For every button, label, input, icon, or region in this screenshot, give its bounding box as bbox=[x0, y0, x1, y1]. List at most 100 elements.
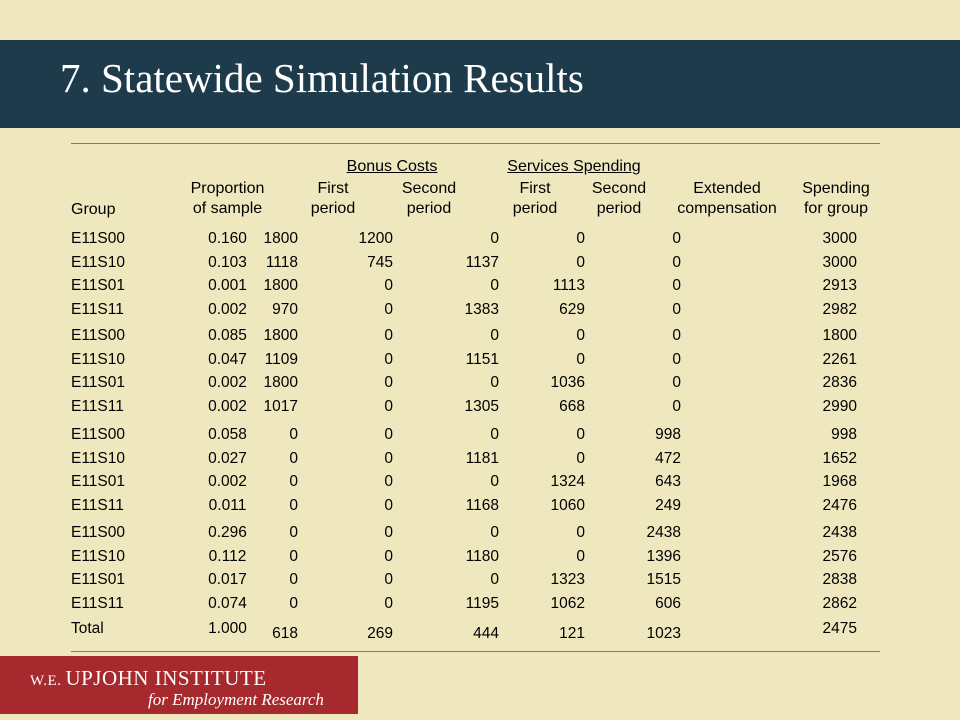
header-spending-for-group: Spending for group bbox=[802, 180, 870, 217]
cell-bonus-second: 0 bbox=[384, 496, 393, 514]
cell-proportion: 0.002 bbox=[208, 300, 247, 318]
header-proportion: Proportion of sample bbox=[190, 180, 265, 217]
cell-extended-compensation: 0 bbox=[672, 374, 681, 391]
cell-services-second: 0 bbox=[576, 449, 585, 467]
cell-spending-for-group: 2261 bbox=[822, 350, 857, 368]
cell-services-second: 0 bbox=[576, 253, 585, 271]
cell-spending-for-group: 3000 bbox=[822, 253, 857, 271]
cell-services-second: 0 bbox=[576, 524, 585, 541]
cell-services-first: 1305 bbox=[464, 397, 499, 415]
cell-group: E11S01 bbox=[71, 473, 126, 490]
cell-extended-compensation: 2438 bbox=[646, 524, 681, 541]
cell-services-first: 0 bbox=[490, 277, 499, 294]
cell-bonus-first: 1800 bbox=[263, 277, 298, 294]
cell-proportion: 0.047 bbox=[208, 350, 247, 368]
cell-group: E11S10 bbox=[71, 350, 126, 368]
cell-group: E11S11 bbox=[71, 397, 124, 415]
cell-spending-for-group: 1800 bbox=[822, 327, 857, 344]
cell-bonus-second: 0 bbox=[384, 594, 393, 612]
cell-proportion: 0.001 bbox=[208, 277, 247, 294]
cell-extended-compensation: 249 bbox=[655, 496, 681, 514]
cell-services-second: 0 bbox=[576, 230, 585, 247]
total-bonus-first: 618 bbox=[272, 625, 298, 642]
total-group: Total bbox=[71, 620, 104, 637]
cell-services-first: 0 bbox=[490, 571, 499, 588]
cell-spending-for-group: 2838 bbox=[822, 571, 857, 588]
cell-bonus-first: 0 bbox=[289, 449, 298, 467]
cell-services-second: 1036 bbox=[550, 374, 585, 391]
cell-spending-for-group: 2576 bbox=[822, 547, 857, 565]
cell-spending-for-group: 2862 bbox=[822, 594, 857, 612]
cell-services-second: 0 bbox=[576, 547, 585, 565]
cell-group: E11S10 bbox=[71, 547, 126, 565]
cell-services-first: 1151 bbox=[465, 350, 499, 368]
cell-proportion: 0.074 bbox=[208, 594, 247, 612]
cell-services-first: 1137 bbox=[465, 253, 499, 271]
cell-proportion: 0.002 bbox=[208, 473, 247, 490]
cell-extended-compensation: 606 bbox=[655, 594, 681, 612]
cell-services-second: 1113 bbox=[552, 277, 585, 294]
cell-bonus-second: 0 bbox=[384, 547, 393, 565]
cell-services-second: 1324 bbox=[550, 473, 585, 490]
cell-bonus-second: 0 bbox=[384, 350, 393, 368]
cell-proportion: 0.296 bbox=[208, 524, 247, 541]
cell-services-first: 1168 bbox=[465, 496, 499, 514]
total-bonus-second: 269 bbox=[367, 625, 393, 642]
cell-services-first: 1383 bbox=[464, 300, 499, 318]
cell-proportion: 0.160 bbox=[208, 230, 247, 247]
header-bonus-second: Second period bbox=[401, 180, 457, 217]
cell-bonus-second: 0 bbox=[384, 397, 393, 415]
cell-bonus-first: 0 bbox=[289, 571, 298, 588]
cell-bonus-second: 0 bbox=[384, 327, 393, 344]
cell-proportion: 0.017 bbox=[208, 571, 247, 588]
cell-services-first: 0 bbox=[490, 230, 499, 247]
cell-spending-for-group: 2476 bbox=[822, 496, 857, 514]
cell-group: E11S00 bbox=[71, 327, 126, 344]
cell-services-second: 0 bbox=[576, 327, 585, 344]
cell-group: E11S00 bbox=[71, 524, 126, 541]
cell-proportion: 0.002 bbox=[208, 374, 247, 391]
title-bar: 7. Statewide Simulation Results bbox=[0, 40, 960, 128]
cell-extended-compensation: 1515 bbox=[646, 571, 681, 588]
header-bonus-first: First period bbox=[310, 180, 356, 217]
cell-group: E11S11 bbox=[71, 300, 124, 318]
logo-prefix: W.E. bbox=[30, 673, 62, 689]
cell-group: E11S11 bbox=[71, 496, 124, 514]
logo-name: UPJOHN INSTITUTE bbox=[65, 666, 267, 690]
cell-group: E11S11 bbox=[71, 594, 124, 612]
cell-spending-for-group: 2990 bbox=[822, 397, 857, 415]
cell-bonus-first: 0 bbox=[289, 594, 298, 612]
header-services-spending: Services Spending bbox=[507, 158, 641, 175]
cell-bonus-first: 1800 bbox=[263, 374, 298, 391]
cell-spending-for-group: 2836 bbox=[822, 374, 857, 391]
total-extended-compensation: 1023 bbox=[646, 625, 681, 642]
cell-bonus-first: 1800 bbox=[263, 230, 298, 247]
results-table: Group Proportion of sample Bonus Costs S… bbox=[71, 143, 880, 652]
cell-services-second: 1060 bbox=[550, 496, 585, 514]
cell-bonus-first: 0 bbox=[289, 426, 298, 443]
cell-group: E11S01 bbox=[71, 571, 126, 588]
total-spending-for-group: 2475 bbox=[822, 620, 857, 637]
cell-services-first: 0 bbox=[490, 374, 499, 391]
logo-tagline: for Employment Research bbox=[148, 690, 324, 709]
cell-services-second: 0 bbox=[576, 350, 585, 368]
upjohn-logo: W.E. UPJOHN INSTITUTE for Employment Res… bbox=[0, 656, 358, 714]
header-extended-compensation: Extended compensation bbox=[677, 180, 777, 217]
cell-bonus-second: 0 bbox=[384, 473, 393, 490]
cell-extended-compensation: 0 bbox=[672, 397, 681, 415]
cell-bonus-second: 0 bbox=[384, 300, 393, 318]
cell-proportion: 0.058 bbox=[208, 426, 247, 443]
cell-spending-for-group: 1968 bbox=[822, 473, 857, 490]
cell-services-second: 629 bbox=[559, 300, 585, 318]
cell-group: E11S01 bbox=[71, 374, 126, 391]
cell-extended-compensation: 1396 bbox=[646, 547, 681, 565]
cell-services-first: 1180 bbox=[465, 547, 499, 565]
cell-extended-compensation: 472 bbox=[655, 449, 681, 467]
cell-bonus-second: 745 bbox=[367, 253, 393, 271]
cell-extended-compensation: 0 bbox=[672, 253, 681, 271]
cell-spending-for-group: 2982 bbox=[822, 300, 857, 318]
cell-group: E11S10 bbox=[71, 449, 126, 467]
cell-services-second: 1062 bbox=[550, 594, 585, 612]
cell-services-first: 0 bbox=[490, 473, 499, 490]
cell-proportion: 0.085 bbox=[208, 327, 247, 344]
